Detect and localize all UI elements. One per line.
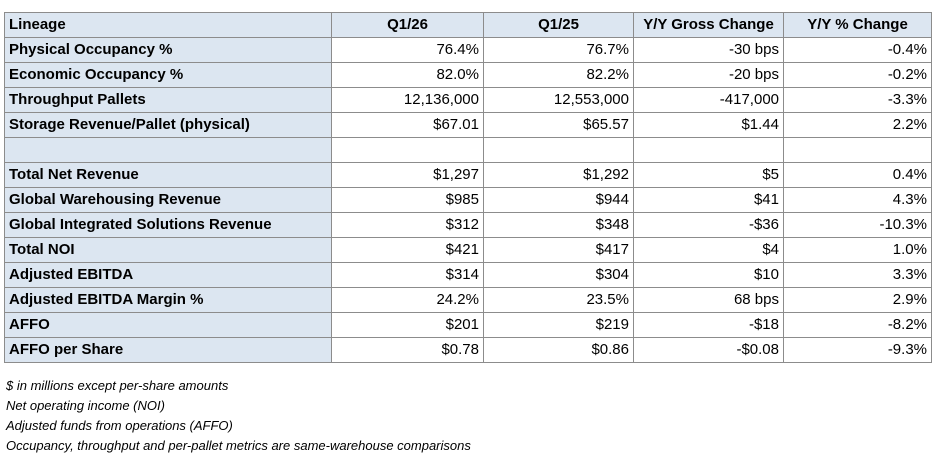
value-q1-26: $421 xyxy=(331,237,484,263)
value-q1-25: $1,292 xyxy=(483,162,634,188)
row-label: Throughput Pallets xyxy=(4,87,332,113)
value-q1-25: $304 xyxy=(483,262,634,288)
value-q1-26: $314 xyxy=(331,262,484,288)
value-q1-25: $944 xyxy=(483,187,634,213)
value-q1-26 xyxy=(331,137,484,163)
row-label: Storage Revenue/Pallet (physical) xyxy=(4,112,332,138)
column-header-lineage: Lineage xyxy=(4,12,332,38)
value-q1-25: 76.7% xyxy=(483,37,634,63)
table-row: Total Net Revenue $1,297 $1,292 $5 0.4% xyxy=(4,162,932,188)
column-header-q1-26: Q1/26 xyxy=(331,12,484,38)
column-header-q1-25: Q1/25 xyxy=(483,12,634,38)
table-row: AFFO $201 $219 -$18 -8.2% xyxy=(4,312,932,338)
value-yy-gross-change: $5 xyxy=(633,162,784,188)
value-q1-26: $201 xyxy=(331,312,484,338)
footnote: Occupancy, throughput and per-pallet met… xyxy=(6,438,471,453)
table-row: Adjusted EBITDA $314 $304 $10 3.3% xyxy=(4,262,932,288)
metrics-table: Lineage Q1/26 Q1/25 Y/Y Gross Change Y/Y… xyxy=(4,12,932,363)
table-row: Storage Revenue/Pallet (physical) $67.01 $… xyxy=(4,112,932,138)
row-label: Global Warehousing Revenue xyxy=(4,187,332,213)
value-q1-25: 12,553,000 xyxy=(483,87,634,113)
column-header-yy-gross-change: Y/Y Gross Change xyxy=(633,12,784,38)
value-q1-25: $348 xyxy=(483,212,634,238)
value-q1-25: $417 xyxy=(483,237,634,263)
value-yy-pct-change: -0.4% xyxy=(783,37,932,63)
row-label xyxy=(4,137,332,163)
value-q1-25: $65.57 xyxy=(483,112,634,138)
value-yy-gross-change: 68 bps xyxy=(633,287,784,313)
column-header-yy-pct-change: Y/Y % Change xyxy=(783,12,932,38)
value-q1-26: $67.01 xyxy=(331,112,484,138)
value-q1-25: 82.2% xyxy=(483,62,634,88)
value-yy-pct-change: -10.3% xyxy=(783,212,932,238)
value-yy-pct-change: -3.3% xyxy=(783,87,932,113)
table-row: Global Warehousing Revenue $985 $944 $41 4.3… xyxy=(4,187,932,213)
value-q1-26: 76.4% xyxy=(331,37,484,63)
value-q1-26: 12,136,000 xyxy=(331,87,484,113)
value-yy-gross-change: -30 bps xyxy=(633,37,784,63)
footnote: Net operating income (NOI) xyxy=(6,398,165,413)
value-yy-gross-change: $1.44 xyxy=(633,112,784,138)
value-q1-26: $312 xyxy=(331,212,484,238)
value-yy-gross-change: $41 xyxy=(633,187,784,213)
value-yy-gross-change: $10 xyxy=(633,262,784,288)
value-yy-pct-change: 1.0% xyxy=(783,237,932,263)
row-label: AFFO xyxy=(4,312,332,338)
value-yy-gross-change xyxy=(633,137,784,163)
value-yy-gross-change: -20 bps xyxy=(633,62,784,88)
value-q1-25 xyxy=(483,137,634,163)
row-label: Global Integrated Solutions Revenue xyxy=(4,212,332,238)
footnote: Adjusted funds from operations (AFFO) xyxy=(6,418,233,433)
table-header-row: Lineage Q1/26 Q1/25 Y/Y Gross Change Y/Y… xyxy=(4,12,932,38)
row-label: Total NOI xyxy=(4,237,332,263)
value-yy-pct-change: -9.3% xyxy=(783,337,932,363)
value-yy-gross-change: -417,000 xyxy=(633,87,784,113)
table-row: AFFO per Share $0.78 $0.86 -$0.08 -9.3% xyxy=(4,337,932,363)
spacer-row xyxy=(4,137,932,163)
row-label: Physical Occupancy % xyxy=(4,37,332,63)
table-row: Physical Occupancy % 76.4% 76.7% -30 bps -0.… xyxy=(4,37,932,63)
value-yy-gross-change: -$0.08 xyxy=(633,337,784,363)
value-q1-26: $985 xyxy=(331,187,484,213)
row-label: Adjusted EBITDA Margin % xyxy=(4,287,332,313)
value-yy-pct-change: 0.4% xyxy=(783,162,932,188)
table-row: Adjusted EBITDA Margin % 24.2% 23.5% 68 bps… xyxy=(4,287,932,313)
value-yy-pct-change: 3.3% xyxy=(783,262,932,288)
value-q1-25: 23.5% xyxy=(483,287,634,313)
table-row: Economic Occupancy % 82.0% 82.2% -20 bps -0.… xyxy=(4,62,932,88)
row-label: Economic Occupancy % xyxy=(4,62,332,88)
value-yy-gross-change: -$36 xyxy=(633,212,784,238)
value-yy-pct-change xyxy=(783,137,932,163)
row-label: Total Net Revenue xyxy=(4,162,332,188)
value-q1-25: $219 xyxy=(483,312,634,338)
row-label: AFFO per Share xyxy=(4,337,332,363)
value-q1-26: 24.2% xyxy=(331,287,484,313)
value-q1-25: $0.86 xyxy=(483,337,634,363)
value-q1-26: $0.78 xyxy=(331,337,484,363)
value-yy-pct-change: 2.2% xyxy=(783,112,932,138)
table-row: Total NOI $421 $417 $4 1.0% xyxy=(4,237,932,263)
value-yy-pct-change: 4.3% xyxy=(783,187,932,213)
value-yy-pct-change: -0.2% xyxy=(783,62,932,88)
value-yy-pct-change: -8.2% xyxy=(783,312,932,338)
footnotes: $ in millions except per-share amounts N… xyxy=(6,376,471,456)
row-label: Adjusted EBITDA xyxy=(4,262,332,288)
value-yy-gross-change: -$18 xyxy=(633,312,784,338)
value-yy-pct-change: 2.9% xyxy=(783,287,932,313)
table-row: Global Integrated Solutions Revenue $312 $… xyxy=(4,212,932,238)
value-q1-26: 82.0% xyxy=(331,62,484,88)
value-yy-gross-change: $4 xyxy=(633,237,784,263)
value-q1-26: $1,297 xyxy=(331,162,484,188)
footnote: $ in millions except per-share amounts xyxy=(6,378,229,393)
table-row: Throughput Pallets 12,136,000 12,553,000 -4… xyxy=(4,87,932,113)
